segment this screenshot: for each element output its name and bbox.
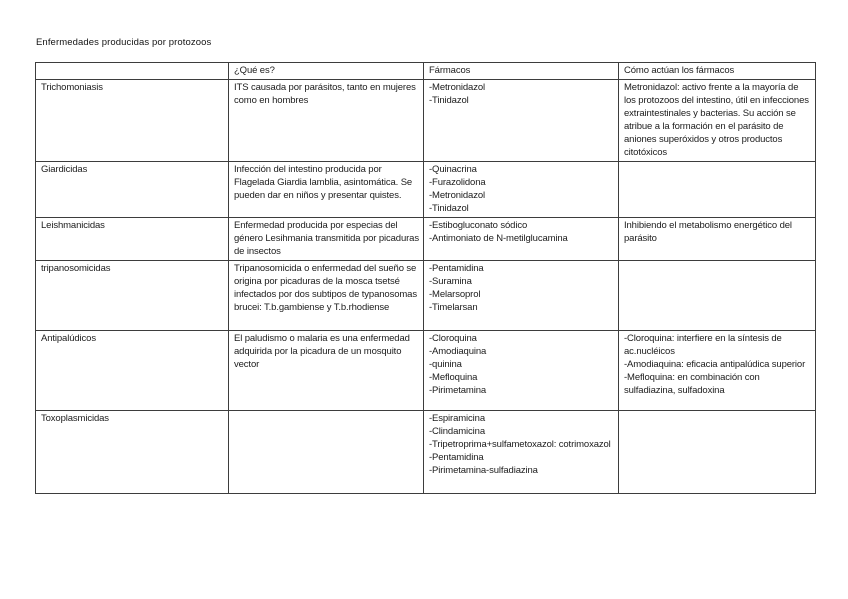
table-row-trichomoniasis: Trichomoniasis ITS causada por parásitos… xyxy=(35,79,816,162)
cell-text-line: ITS causada por parásitos, tanto en muje… xyxy=(234,82,416,106)
document-title: Enfermedades producidas por protozoos xyxy=(36,37,212,48)
protozoa-diseases-table: ¿Qué es? Fármacos Cómo actúan los fármac… xyxy=(35,62,816,494)
cell-farmacos: -Pentamidina -Suramina -Melarsoprol -Timela… xyxy=(423,260,619,331)
cell-text-line: -Estibogluconato sódico xyxy=(429,220,528,231)
table-row-toxoplasmicidas: Toxoplasmicidas -Espiramicina -Clindamici… xyxy=(35,410,816,494)
header-farmacos: Fármacos xyxy=(423,62,619,80)
cell-text-line: Enfermedad producida por especias del gé… xyxy=(234,220,419,257)
cell-como-actuan: Inhibiendo el metabolismo energético del… xyxy=(618,217,816,261)
cell-text-line: -Metronidazol xyxy=(429,82,485,93)
cell-disease: Antipalúdicos xyxy=(35,330,229,411)
cell-como-actuan xyxy=(618,260,816,331)
cell-text-line: -Tinidazol xyxy=(429,95,469,106)
cell-text-line: -Mefloquina xyxy=(429,372,478,383)
cell-que-es: Tripanosomicida o enfermedad del sueño s… xyxy=(228,260,424,331)
cell-text-line: El paludismo o malaria es una enfermedad… xyxy=(234,333,410,370)
cell-text-line: -Amodiaquina xyxy=(429,346,487,357)
cell-text-line: -Pirimetamina xyxy=(429,385,487,396)
header-como-actuan: Cómo actúan los fármacos xyxy=(618,62,816,80)
cell-farmacos: -Estibogluconato sódico -Antimoniato de N… xyxy=(423,217,619,261)
table-row-tripanosomicidas: tripanosomicidas Tripanosomicida o enfer… xyxy=(35,260,816,331)
table-row-giardicidas: Giardicidas Infección del intestino prod… xyxy=(35,161,816,218)
cell-text-line: -Pentamidina xyxy=(429,452,484,463)
cell-text-line: Metronidazol: activo frente a la mayoría… xyxy=(624,82,809,158)
cell-como-actuan xyxy=(618,410,816,494)
cell-text-line: -Cloroquina: interfiere en la síntesis d… xyxy=(624,333,782,357)
cell-text-line: -Timelarsan xyxy=(429,302,478,313)
cell-text-line: -quinina xyxy=(429,359,462,370)
cell-que-es: ITS causada por parásitos, tanto en muje… xyxy=(228,79,424,162)
cell-text-line: -Espiramicina xyxy=(429,413,485,424)
cell-text-line: -Pentamidina xyxy=(429,263,484,274)
header-que-es: ¿Qué es? xyxy=(228,62,424,80)
cell-text-line: -Suramina xyxy=(429,276,472,287)
cell-que-es: El paludismo o malaria es una enfermedad… xyxy=(228,330,424,411)
cell-text-line: -Clindamicina xyxy=(429,426,485,437)
cell-text-line: -Amodiaquina: eficacia antipalúdica supe… xyxy=(624,359,806,370)
cell-disease: Toxoplasmicidas xyxy=(35,410,229,494)
cell-text-line: Tripanosomicida o enfermedad del sueño s… xyxy=(234,263,417,313)
cell-que-es xyxy=(228,410,424,494)
cell-text-line: -Quinacrina xyxy=(429,164,477,175)
cell-farmacos: -Espiramicina -Clindamicina -Tripetroprima… xyxy=(423,410,619,494)
table-header-row: ¿Qué es? Fármacos Cómo actúan los fármac… xyxy=(35,62,816,80)
cell-como-actuan: Metronidazol: activo frente a la mayoría… xyxy=(618,79,816,162)
cell-text-line: -Furazolidona xyxy=(429,177,486,188)
cell-text-line: Infección del intestino producida por Fl… xyxy=(234,164,413,201)
cell-text-line: -Tinidazol xyxy=(429,203,469,214)
cell-text-line: -Antimoniato de N-metilglucamina xyxy=(429,233,568,244)
cell-como-actuan xyxy=(618,161,816,218)
cell-que-es: Enfermedad producida por especias del gé… xyxy=(228,217,424,261)
cell-farmacos: -Quinacrina -Furazolidona -Metronidazol -Ti… xyxy=(423,161,619,218)
cell-text-line: -Cloroquina xyxy=(429,333,477,344)
cell-text-line: -Pirimetamina-sulfadiazina xyxy=(429,465,538,476)
cell-que-es: Infección del intestino producida por Fl… xyxy=(228,161,424,218)
cell-disease: tripanosomicidas xyxy=(35,260,229,331)
cell-text-line: -Mefloquina: en combinación con sulfadia… xyxy=(624,372,760,396)
cell-disease: Trichomoniasis xyxy=(35,79,229,162)
cell-text-line: Inhibiendo el metabolismo energético del… xyxy=(624,220,792,244)
cell-text-line: -Metronidazol xyxy=(429,190,485,201)
cell-farmacos: -Metronidazol -Tinidazol xyxy=(423,79,619,162)
table-row-antipaludicos: Antipalúdicos El paludismo o malaria es … xyxy=(35,330,816,411)
cell-disease: Giardicidas xyxy=(35,161,229,218)
table-row-leishmanicidas: Leishmanicidas Enfermedad producida por … xyxy=(35,217,816,261)
cell-text-line: -Melarsoprol xyxy=(429,289,481,300)
cell-farmacos: -Cloroquina -Amodiaquina -quinina -Mefloqui… xyxy=(423,330,619,411)
cell-text-line: -Tripetroprima+sulfametoxazol: cotrimoxa… xyxy=(429,439,611,450)
header-disease xyxy=(35,62,229,80)
cell-como-actuan: -Cloroquina: interfiere en la síntesis d… xyxy=(618,330,816,411)
cell-disease: Leishmanicidas xyxy=(35,217,229,261)
